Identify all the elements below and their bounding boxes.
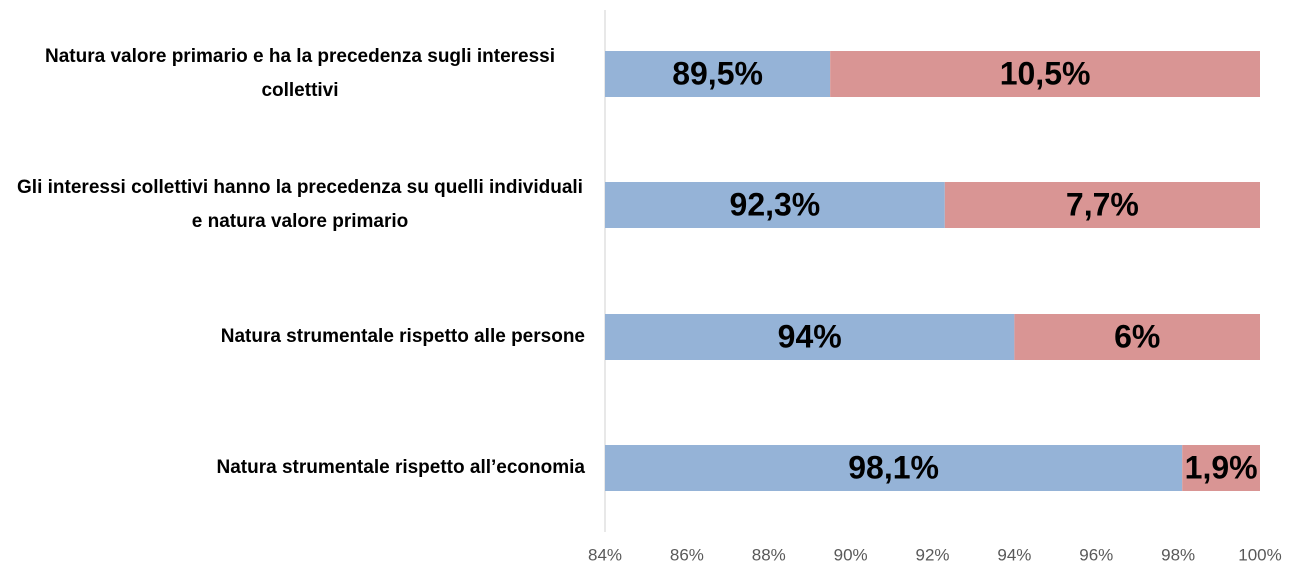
x-tick-label: 86% — [670, 545, 704, 564]
x-tick-label: 92% — [915, 545, 949, 564]
category-label: Natura strumentale rispetto all’economia — [216, 457, 586, 478]
data-label: 7,7% — [1066, 186, 1139, 222]
bar-segment — [1182, 445, 1260, 491]
x-tick-label: 94% — [997, 545, 1031, 564]
x-tick-label: 100% — [1238, 545, 1281, 564]
x-tick-label: 98% — [1161, 545, 1195, 564]
bar-segment — [830, 51, 1260, 97]
data-label: 6% — [1114, 318, 1160, 354]
x-tick-label: 90% — [834, 545, 868, 564]
category-label: Natura valore primario e ha la precedenz… — [44, 46, 556, 101]
category-label: Natura strumentale rispetto alle persone — [220, 326, 585, 347]
x-tick-label: 96% — [1079, 545, 1113, 564]
bar-segment — [1014, 314, 1260, 360]
x-tick-label: 84% — [588, 545, 622, 564]
data-label: 89,5% — [672, 55, 763, 91]
data-label: 10,5% — [1000, 55, 1091, 91]
data-label: 92,3% — [730, 186, 821, 222]
data-label: 94% — [778, 318, 842, 354]
bar-segment — [605, 182, 945, 228]
bar-segment — [605, 51, 831, 97]
data-label: 1,9% — [1185, 449, 1258, 485]
category-label: Gli interessi collettivi hanno la preced… — [17, 177, 583, 232]
bar-segment — [605, 445, 1183, 491]
bar-segment — [944, 182, 1260, 228]
bar-segment — [605, 314, 1015, 360]
data-label: 98,1% — [848, 449, 939, 485]
x-tick-label: 88% — [752, 545, 786, 564]
